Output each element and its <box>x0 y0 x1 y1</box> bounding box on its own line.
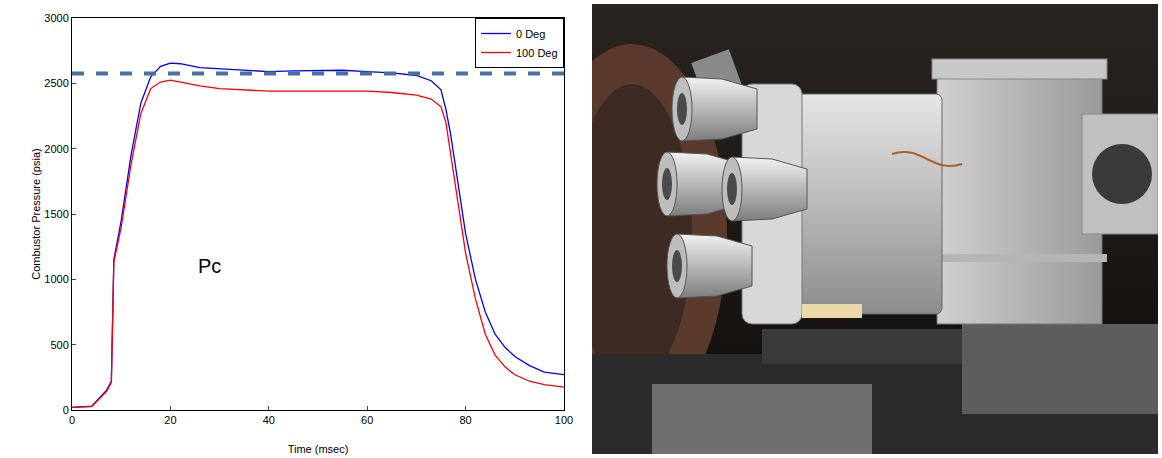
svg-text:1500: 1500 <box>44 208 68 220</box>
svg-text:2000: 2000 <box>44 143 68 155</box>
svg-text:60: 60 <box>361 414 373 426</box>
svg-text:100: 100 <box>555 414 573 426</box>
svg-text:100 Deg: 100 Deg <box>516 47 558 59</box>
svg-text:3000: 3000 <box>44 12 68 24</box>
svg-text:500: 500 <box>50 339 68 351</box>
svg-text:Combustor Pressure (psia): Combustor Pressure (psia) <box>30 148 42 279</box>
svg-text:0 Deg: 0 Deg <box>516 28 545 40</box>
svg-text:80: 80 <box>459 414 471 426</box>
svg-text:20: 20 <box>164 414 176 426</box>
svg-text:Time (msec): Time (msec) <box>288 443 349 455</box>
svg-text:0: 0 <box>69 414 75 426</box>
svg-text:2500: 2500 <box>44 77 68 89</box>
svg-text:Pc: Pc <box>198 255 221 277</box>
svg-text:0: 0 <box>63 404 69 416</box>
svg-text:1000: 1000 <box>44 273 68 285</box>
svg-text:40: 40 <box>263 414 275 426</box>
